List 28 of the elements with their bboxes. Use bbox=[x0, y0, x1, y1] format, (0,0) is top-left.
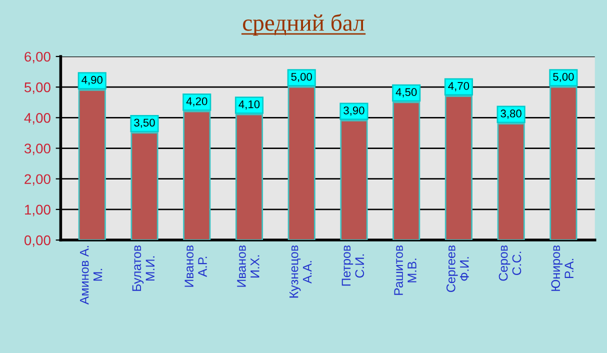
x-tick-label: Серов С.С. bbox=[498, 245, 522, 281]
x-tick-label: Иванов И.Х. bbox=[237, 245, 260, 287]
y-tick-label: 3,00 bbox=[24, 144, 50, 156]
data-label: 3,50 bbox=[134, 118, 155, 128]
x-tick-label: Кузнецов А.А. bbox=[289, 245, 312, 298]
data-label: 4,50 bbox=[396, 88, 417, 98]
chart-title: средний бал bbox=[243, 14, 364, 36]
y-tick-label: 2,00 bbox=[24, 174, 50, 186]
x-tick-label: Сергеев Ф.И. bbox=[446, 245, 469, 292]
data-label: 5,00 bbox=[553, 72, 574, 82]
data-label: 4,90 bbox=[82, 76, 102, 86]
y-tick-label: 6,00 bbox=[24, 52, 50, 64]
x-tick-label: Булатов М.И. bbox=[132, 245, 154, 291]
data-label: 4,10 bbox=[238, 100, 260, 110]
data-label: 3,90 bbox=[344, 106, 364, 116]
x-tick-label: Юниров Р.А. bbox=[551, 245, 574, 291]
x-tick-label: Аминов А. М. bbox=[80, 246, 102, 305]
x-tick-label: Петров С.И. bbox=[342, 245, 364, 286]
y-tick-label: 5,00 bbox=[24, 82, 50, 94]
data-label: 5,00 bbox=[291, 72, 312, 82]
data-label: 4,20 bbox=[186, 97, 208, 106]
y-tick-label: 4,00 bbox=[24, 113, 50, 124]
data-label: 4,70 bbox=[448, 82, 470, 92]
x-tick-label: Иванов А.Р. bbox=[184, 245, 207, 287]
y-tick-label: 0,00 bbox=[24, 235, 50, 247]
x-tick-label: Рашитов М.В. bbox=[394, 245, 416, 295]
data-label: 3,80 bbox=[500, 110, 522, 119]
y-tick-label: 1,00 bbox=[25, 204, 50, 216]
